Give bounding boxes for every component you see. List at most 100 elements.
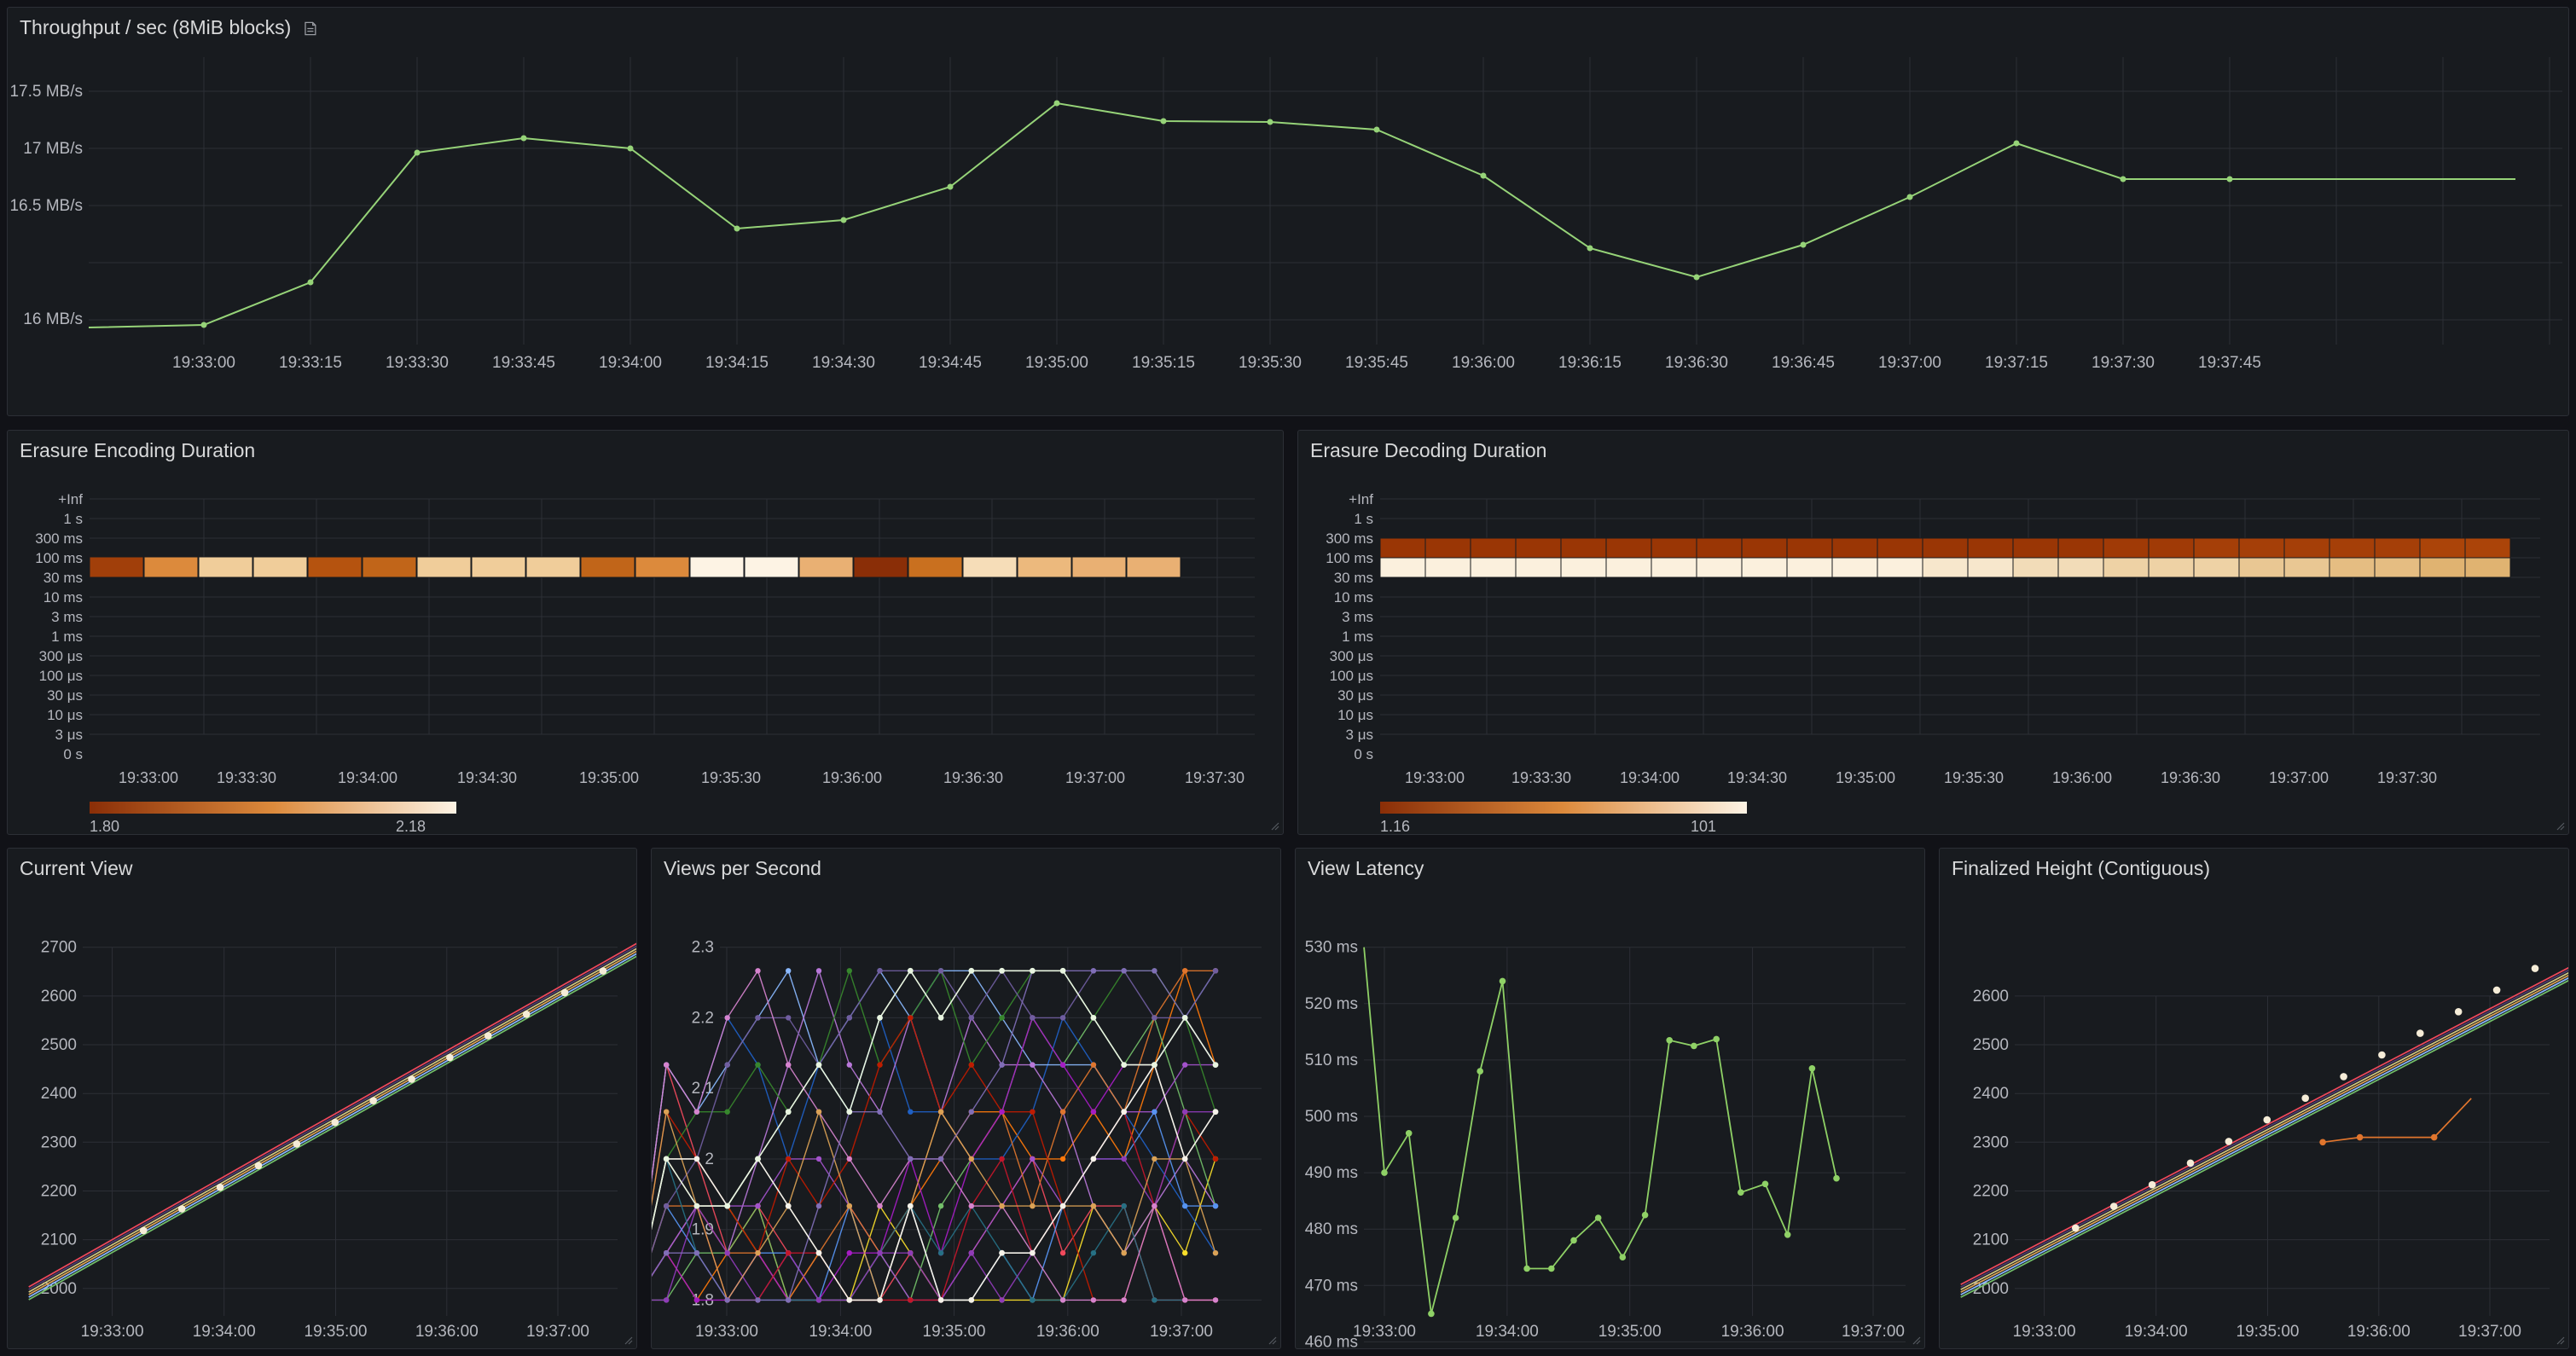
svg-text:2100: 2100 [1973, 1231, 2009, 1249]
svg-text:460 ms: 460 ms [1305, 1333, 1358, 1349]
svg-text:19:37:30: 19:37:30 [2092, 354, 2155, 372]
svg-text:300 ms: 300 ms [35, 530, 83, 547]
svg-text:2500: 2500 [1973, 1036, 2009, 1054]
svg-text:19:37:30: 19:37:30 [2377, 769, 2437, 786]
svg-text:19:36:15: 19:36:15 [1558, 354, 1622, 372]
svg-text:19:34:00: 19:34:00 [1476, 1323, 1539, 1341]
svg-text:19:33:30: 19:33:30 [1511, 769, 1571, 786]
svg-text:19:35:00: 19:35:00 [923, 1323, 986, 1341]
svg-text:30 μs: 30 μs [47, 687, 83, 704]
svg-text:17 MB/s: 17 MB/s [23, 140, 83, 158]
svg-text:520 ms: 520 ms [1305, 995, 1358, 1013]
svg-text:530 ms: 530 ms [1305, 939, 1358, 957]
svg-text:3 μs: 3 μs [55, 727, 83, 743]
svg-text:19:36:00: 19:36:00 [822, 769, 882, 786]
svg-text:19:35:30: 19:35:30 [1239, 354, 1302, 372]
svg-text:1 ms: 1 ms [51, 629, 83, 645]
svg-text:1 s: 1 s [1354, 511, 1373, 527]
svg-text:2: 2 [705, 1150, 714, 1168]
svg-text:10 μs: 10 μs [1337, 707, 1373, 723]
svg-text:19:34:00: 19:34:00 [338, 769, 397, 786]
svg-text:+Inf: +Inf [1349, 491, 1373, 507]
svg-text:19:35:00: 19:35:00 [305, 1323, 368, 1341]
svg-text:19:37:15: 19:37:15 [1985, 354, 2048, 372]
svg-text:19:35:00: 19:35:00 [2237, 1323, 2300, 1341]
svg-text:100 ms: 100 ms [35, 550, 83, 566]
svg-text:3 μs: 3 μs [1346, 727, 1373, 743]
svg-text:2300: 2300 [1973, 1133, 2009, 1151]
svg-text:2600: 2600 [1973, 988, 2009, 1005]
svg-text:19:37:00: 19:37:00 [1065, 769, 1125, 786]
svg-text:19:35:30: 19:35:30 [701, 769, 761, 786]
svg-text:19:37:00: 19:37:00 [2269, 769, 2329, 786]
svg-text:100 μs: 100 μs [39, 668, 83, 684]
svg-text:+Inf: +Inf [58, 491, 83, 507]
svg-text:0 s: 0 s [1354, 746, 1373, 762]
svg-text:2.18: 2.18 [396, 818, 426, 835]
svg-text:0 s: 0 s [63, 746, 83, 762]
svg-text:19:33:15: 19:33:15 [279, 354, 342, 372]
svg-text:470 ms: 470 ms [1305, 1277, 1358, 1295]
svg-text:30 μs: 30 μs [1337, 687, 1373, 704]
svg-text:300 μs: 300 μs [1330, 648, 1373, 664]
svg-text:2.2: 2.2 [692, 1009, 714, 1027]
svg-text:19:35:00: 19:35:00 [1025, 354, 1088, 372]
svg-text:1 ms: 1 ms [1342, 629, 1373, 645]
svg-text:30 ms: 30 ms [44, 570, 83, 586]
svg-text:2600: 2600 [41, 988, 77, 1005]
svg-text:19:36:00: 19:36:00 [2052, 769, 2112, 786]
svg-text:19:36:00: 19:36:00 [1452, 354, 1515, 372]
svg-text:2200: 2200 [1973, 1183, 2009, 1201]
svg-text:19:33:00: 19:33:00 [1353, 1323, 1416, 1341]
svg-text:2400: 2400 [41, 1085, 77, 1103]
svg-text:19:35:00: 19:35:00 [579, 769, 639, 786]
svg-text:19:34:30: 19:34:30 [812, 354, 875, 372]
svg-text:19:33:00: 19:33:00 [81, 1323, 144, 1341]
svg-text:19:37:00: 19:37:00 [1150, 1323, 1213, 1341]
svg-text:1.16: 1.16 [1380, 818, 1410, 835]
svg-text:510 ms: 510 ms [1305, 1052, 1358, 1069]
svg-text:19:35:30: 19:35:30 [1944, 769, 2004, 786]
svg-text:19:34:00: 19:34:00 [809, 1323, 872, 1341]
svg-text:19:36:30: 19:36:30 [1665, 354, 1728, 372]
svg-text:16.5 MB/s: 16.5 MB/s [9, 197, 83, 215]
svg-text:19:36:00: 19:36:00 [2347, 1323, 2411, 1341]
svg-text:19:34:15: 19:34:15 [705, 354, 769, 372]
svg-text:16 MB/s: 16 MB/s [23, 310, 83, 328]
svg-text:19:33:30: 19:33:30 [386, 354, 449, 372]
svg-text:2100: 2100 [41, 1231, 77, 1249]
svg-text:19:36:00: 19:36:00 [415, 1323, 479, 1341]
svg-text:500 ms: 500 ms [1305, 1108, 1358, 1126]
svg-text:19:36:00: 19:36:00 [1036, 1323, 1099, 1341]
svg-text:19:34:30: 19:34:30 [1727, 769, 1787, 786]
svg-text:10 ms: 10 ms [1334, 589, 1373, 606]
svg-text:1 s: 1 s [63, 511, 83, 527]
svg-text:19:36:30: 19:36:30 [943, 769, 1003, 786]
svg-text:10 μs: 10 μs [47, 707, 83, 723]
svg-text:19:33:30: 19:33:30 [217, 769, 276, 786]
svg-text:19:33:00: 19:33:00 [119, 769, 178, 786]
svg-text:19:34:00: 19:34:00 [2125, 1323, 2188, 1341]
svg-text:19:35:00: 19:35:00 [1598, 1323, 1662, 1341]
svg-text:2300: 2300 [41, 1133, 77, 1151]
svg-text:300 ms: 300 ms [1326, 530, 1373, 547]
svg-text:2200: 2200 [41, 1183, 77, 1201]
svg-text:19:36:00: 19:36:00 [1721, 1323, 1784, 1341]
svg-text:100 ms: 100 ms [1326, 550, 1373, 566]
svg-text:19:36:45: 19:36:45 [1772, 354, 1835, 372]
svg-text:19:37:00: 19:37:00 [526, 1323, 589, 1341]
svg-text:2700: 2700 [41, 939, 77, 957]
svg-text:19:35:00: 19:35:00 [1836, 769, 1895, 786]
svg-text:19:37:45: 19:37:45 [2198, 354, 2261, 372]
svg-text:19:33:00: 19:33:00 [172, 354, 235, 372]
svg-text:480 ms: 480 ms [1305, 1220, 1358, 1238]
svg-text:19:34:45: 19:34:45 [919, 354, 982, 372]
svg-text:19:37:30: 19:37:30 [1185, 769, 1244, 786]
svg-text:2400: 2400 [1973, 1085, 2009, 1103]
svg-text:490 ms: 490 ms [1305, 1164, 1358, 1182]
svg-text:19:33:00: 19:33:00 [2013, 1323, 2076, 1341]
svg-text:19:33:00: 19:33:00 [1405, 769, 1465, 786]
svg-text:19:34:00: 19:34:00 [1620, 769, 1680, 786]
svg-text:3 ms: 3 ms [51, 609, 83, 625]
svg-text:100 μs: 100 μs [1330, 668, 1373, 684]
